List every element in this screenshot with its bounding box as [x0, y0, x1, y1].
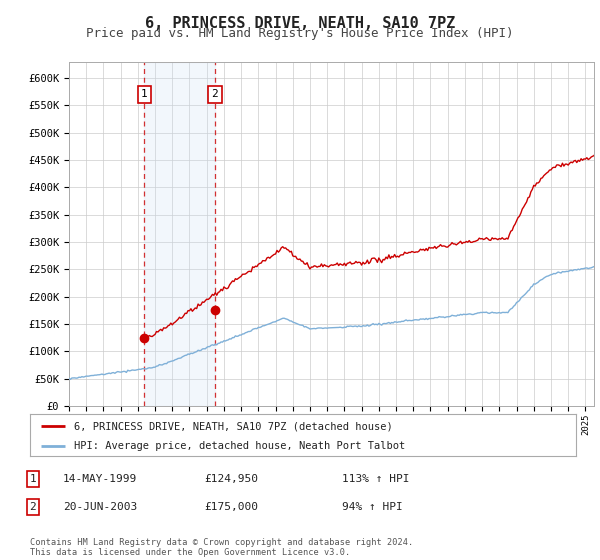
Text: £175,000: £175,000 [204, 502, 258, 512]
Text: £124,950: £124,950 [204, 474, 258, 484]
Text: Contains HM Land Registry data © Crown copyright and database right 2024.
This d: Contains HM Land Registry data © Crown c… [30, 538, 413, 557]
Text: 1: 1 [141, 90, 148, 99]
Bar [144, 62, 215, 406]
Text: 14-MAY-1999: 14-MAY-1999 [63, 474, 137, 484]
Text: 94% ↑ HPI: 94% ↑ HPI [342, 502, 403, 512]
Text: 6, PRINCESS DRIVE, NEATH, SA10 7PZ: 6, PRINCESS DRIVE, NEATH, SA10 7PZ [145, 16, 455, 31]
Text: HPI: Average price, detached house, Neath Port Talbot: HPI: Average price, detached house, Neat… [74, 441, 405, 451]
Text: 2: 2 [29, 502, 37, 512]
Text: 20-JUN-2003: 20-JUN-2003 [63, 502, 137, 512]
Text: Price paid vs. HM Land Registry's House Price Index (HPI): Price paid vs. HM Land Registry's House … [86, 27, 514, 40]
Text: 1: 1 [29, 474, 37, 484]
Text: 6, PRINCESS DRIVE, NEATH, SA10 7PZ (detached house): 6, PRINCESS DRIVE, NEATH, SA10 7PZ (deta… [74, 421, 392, 431]
Text: 113% ↑ HPI: 113% ↑ HPI [342, 474, 409, 484]
Text: 2: 2 [211, 90, 218, 99]
